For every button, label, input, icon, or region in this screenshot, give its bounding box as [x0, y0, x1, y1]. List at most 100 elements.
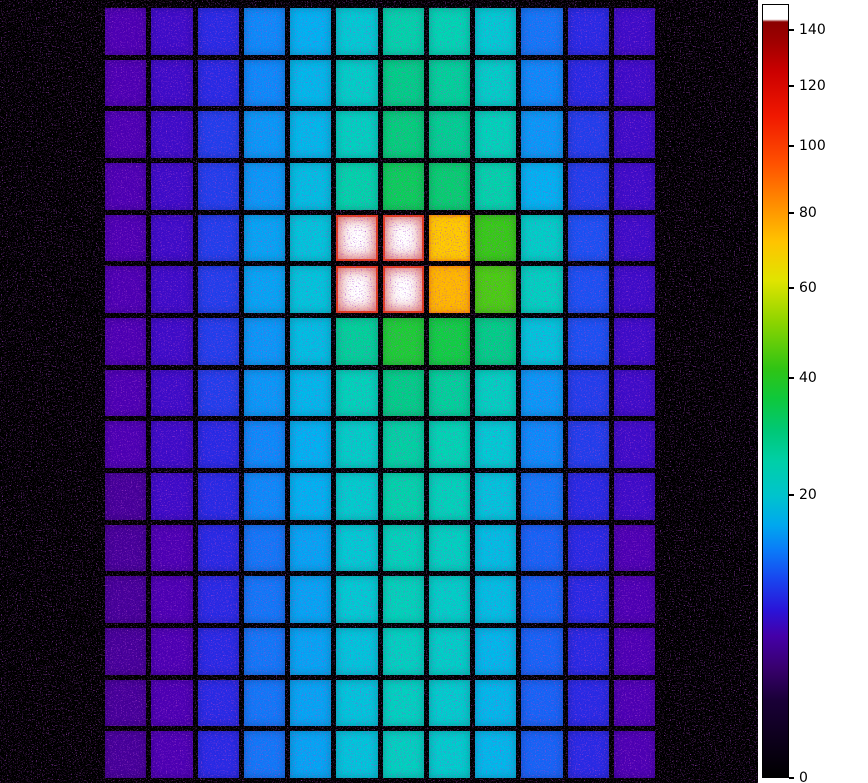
detector-tile	[475, 473, 517, 520]
detector-tile	[475, 214, 517, 262]
detector-tile	[428, 266, 470, 313]
detector-tile	[521, 266, 563, 313]
detector-tile	[105, 421, 147, 468]
detector-tile	[197, 8, 239, 55]
detector-tile	[521, 421, 563, 468]
detector-tile	[151, 679, 193, 727]
detector-tile	[567, 524, 609, 572]
detector-tile	[336, 8, 378, 55]
detector-tile	[428, 163, 470, 210]
colorbar-gradient	[763, 5, 788, 777]
detector-tile	[243, 266, 285, 313]
detector-tile	[290, 163, 332, 210]
detector-tile	[243, 111, 285, 158]
detector-tile	[197, 266, 239, 313]
detector-tile	[105, 576, 147, 623]
colorbar-tick-label: 40	[799, 370, 817, 387]
detector-tile	[105, 731, 147, 778]
detector-tile	[613, 576, 655, 623]
detector-tile	[197, 628, 239, 675]
detector-tile	[197, 318, 239, 365]
detector-tile	[197, 111, 239, 158]
detector-tile	[613, 421, 655, 468]
detector-tile	[290, 473, 332, 520]
detector-tile	[105, 214, 147, 262]
detector-tile	[521, 628, 563, 675]
detector-tile	[290, 266, 332, 313]
detector-tile	[105, 524, 147, 572]
detector-tile	[151, 731, 193, 778]
detector-tile	[613, 318, 655, 365]
detector-tile	[613, 628, 655, 675]
detector-tile	[567, 214, 609, 262]
detector-tile	[151, 214, 193, 262]
detector-tile	[475, 524, 517, 572]
detector-tile	[475, 59, 517, 107]
detector-tile	[382, 266, 424, 313]
detector-tile	[521, 369, 563, 417]
detector-tile	[613, 8, 655, 55]
detector-tile	[290, 524, 332, 572]
detector-tile	[567, 628, 609, 675]
detector-tile	[613, 369, 655, 417]
detector-tile	[428, 59, 470, 107]
detector-tile	[613, 473, 655, 520]
detector-tile	[290, 679, 332, 727]
detector-tile	[382, 318, 424, 365]
colorbar-tick-label: 120	[799, 77, 826, 94]
detector-tile	[567, 163, 609, 210]
detector-tile	[567, 473, 609, 520]
detector-tile	[151, 421, 193, 468]
detector-tile	[336, 369, 378, 417]
detector-tile	[613, 266, 655, 313]
detector-tile	[521, 679, 563, 727]
detector-tile	[475, 8, 517, 55]
detector-tile	[567, 576, 609, 623]
detector-tile	[105, 628, 147, 675]
detector-tile	[105, 266, 147, 313]
detector-tile	[428, 731, 470, 778]
detector-tile	[613, 679, 655, 727]
detector-tile	[336, 421, 378, 468]
detector-tile	[151, 266, 193, 313]
detector-tile	[243, 318, 285, 365]
detector-tile	[382, 576, 424, 623]
detector-tile	[105, 59, 147, 107]
detector-tile	[151, 628, 193, 675]
detector-tile	[567, 59, 609, 107]
colorbar-tick-mark	[789, 29, 794, 32]
detector-tile	[197, 679, 239, 727]
detector-tile	[290, 731, 332, 778]
detector-tile	[475, 369, 517, 417]
colorbar-tick-mark	[789, 777, 794, 779]
detector-tile	[475, 163, 517, 210]
detector-tile	[567, 8, 609, 55]
detector-tile	[105, 318, 147, 365]
detector-tile	[336, 214, 378, 262]
detector-tile	[475, 679, 517, 727]
detector-tile	[382, 111, 424, 158]
detector-tile	[382, 421, 424, 468]
detector-tile	[613, 163, 655, 210]
detector-tile	[290, 369, 332, 417]
detector-tile	[521, 473, 563, 520]
colorbar-tick-label: 20	[799, 487, 817, 504]
colorbar-tick-label: 100	[799, 138, 826, 155]
detector-tile	[336, 473, 378, 520]
detector-tile	[382, 59, 424, 107]
detector-tile	[243, 8, 285, 55]
detector-tile	[243, 163, 285, 210]
detector-tile	[428, 576, 470, 623]
detector-tile	[243, 628, 285, 675]
detector-tile	[105, 679, 147, 727]
colorbar-tick-mark	[789, 145, 794, 148]
detector-tile	[521, 576, 563, 623]
detector-tile	[613, 524, 655, 572]
colorbar	[762, 4, 789, 778]
detector-tile	[613, 214, 655, 262]
detector-tile	[428, 214, 470, 262]
detector-tile	[290, 421, 332, 468]
detector-tile	[336, 266, 378, 313]
detector-tile	[243, 214, 285, 262]
